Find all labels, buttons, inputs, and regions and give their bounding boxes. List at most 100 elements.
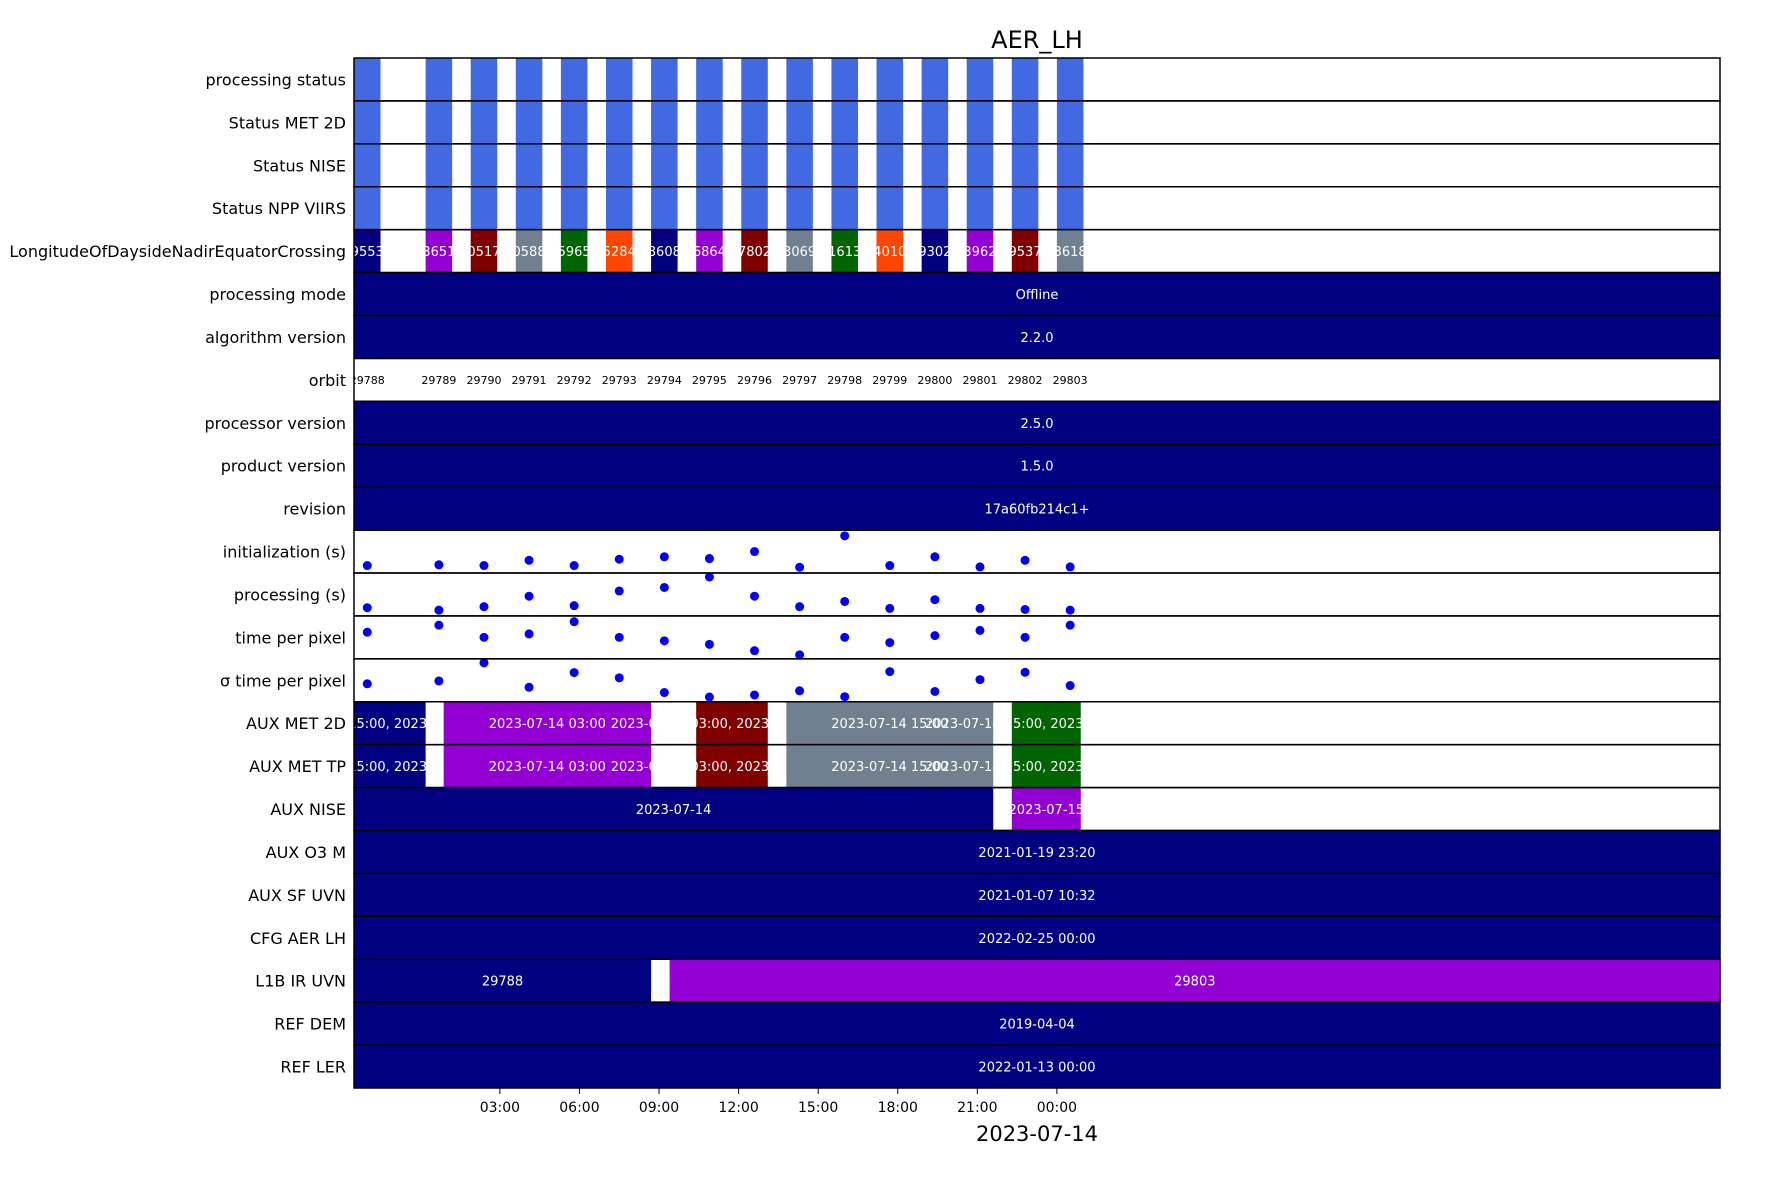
orbit-label: 29793: [602, 374, 637, 387]
status-bar: [560, 58, 588, 101]
longitude-label: 736511: [414, 245, 464, 260]
status-bar: [560, 100, 588, 144]
row-label: Status NISE: [253, 156, 346, 175]
status-bar: [921, 100, 949, 144]
x-tick-label: 09:00: [639, 1100, 679, 1116]
status-bar: [921, 143, 949, 187]
row-label: AUX NISE: [270, 800, 346, 819]
span-label: 2023-07-14: [636, 803, 712, 818]
row-label: product version: [221, 457, 346, 476]
orbit-label: 29798: [827, 374, 862, 387]
longitude-bar: [786, 229, 813, 273]
status-bar: [786, 143, 813, 187]
status-bar: [696, 58, 723, 101]
longitude-label: 695373: [1000, 245, 1050, 260]
data-point: [930, 552, 940, 562]
row-time-per-pixel: σ time per pixel: [220, 658, 1721, 703]
data-point: [362, 627, 372, 637]
span-bar: [354, 1002, 1720, 1046]
row-processor-version: processor version 2.5.0: [204, 400, 1721, 446]
span-bar: [354, 701, 426, 745]
status-bar: [831, 58, 858, 101]
row-label: CFG AER LH: [250, 929, 346, 948]
status-bar: [741, 186, 768, 230]
x-tick-label: 12:00: [718, 1100, 758, 1116]
span-bar: [696, 701, 768, 745]
longitude-label: 378029: [730, 245, 780, 260]
orbit-label: 29789: [421, 374, 456, 387]
status-bar: [1056, 100, 1084, 144]
span-label: 2023-07-14 15:00: [831, 760, 948, 775]
row-frame: [353, 658, 1721, 703]
status-bar: [425, 100, 453, 144]
status-bar: [831, 143, 858, 187]
span-bar: [443, 744, 652, 788]
longitude-bar: [515, 229, 543, 273]
status-bar: [470, 143, 498, 187]
status-bar: [515, 186, 543, 230]
orbit-label: 29788: [350, 374, 385, 387]
span-label: 2023-07-14 15:00, 2023-07-15 03:00: [925, 717, 1168, 732]
x-tick-label: 18:00: [878, 1100, 918, 1116]
data-point: [614, 586, 624, 596]
data-point: [479, 632, 489, 642]
longitude-bar: [696, 229, 723, 273]
longitude-label: 216134: [820, 245, 870, 260]
row-label: processing mode: [209, 285, 346, 304]
row-aux-o3-m: AUX O3 M 2021-01-19 23:20: [266, 829, 1721, 875]
data-point: [524, 555, 534, 565]
data-point: [885, 603, 895, 613]
span-bar: [669, 959, 1720, 1003]
status-bar: [354, 186, 381, 230]
status-bar: [470, 100, 498, 144]
row-orbit: orbit 29788 29789 29790 29791 29792 29793 29794…: [309, 357, 1721, 403]
row-frame: [353, 1044, 1721, 1089]
row-label: revision: [283, 500, 346, 519]
row-label: orbit: [309, 371, 346, 390]
span-label: 1.5.0: [1020, 460, 1053, 475]
span-bar: [1011, 701, 1081, 745]
span-label: 2022-02-25 00:00: [978, 932, 1095, 947]
row-label: Status NPP VIIRS: [212, 199, 346, 218]
span-bar: [354, 444, 1720, 488]
status-bar: [786, 100, 813, 144]
status-bar: [651, 143, 678, 187]
span-label: 2023-07-15: [1009, 803, 1085, 818]
data-point: [569, 617, 579, 627]
data-point: [362, 561, 372, 571]
orbit-label: 29803: [1053, 374, 1088, 387]
data-point: [614, 632, 624, 642]
status-bar: [605, 58, 633, 101]
data-point: [524, 682, 534, 692]
x-axis-label: 2023-07-14: [976, 1122, 1098, 1146]
longitude-label: 852844: [594, 245, 644, 260]
x-tick-label: 06:00: [559, 1100, 599, 1116]
data-point: [659, 552, 669, 562]
status-bar: [560, 186, 588, 230]
row-initialization-s: initialization (s): [223, 529, 1721, 574]
data-point: [1020, 632, 1030, 642]
span-label: 29788: [482, 975, 523, 990]
row-status-npp-viirs: Status NPP VIIRS: [212, 186, 1721, 231]
orbit-label: 29796: [737, 374, 772, 387]
row-label: algorithm version: [205, 328, 346, 347]
longitude-label: 639624: [955, 245, 1005, 260]
row-aux-nise: AUX NISE 2023-07-14 2023-07-15: [270, 786, 1721, 832]
x-axis: 03:00 06:00 09:00 12:00 15:00 18:00 21:00 00:00: [480, 1088, 1077, 1116]
status-bar: [831, 100, 858, 144]
longitude-bar: [1056, 229, 1084, 273]
data-point: [704, 572, 714, 582]
longitude-bar: [831, 229, 858, 273]
data-point: [795, 602, 805, 612]
status-bar: [470, 58, 498, 101]
row-revision: revision 17a60fb214c1+: [283, 486, 1721, 531]
longitude-label: 795532: [342, 245, 392, 260]
data-point: [434, 560, 444, 570]
data-point: [840, 596, 850, 606]
status-bar: [1011, 186, 1039, 230]
data-point: [1065, 605, 1075, 615]
data-point: [975, 562, 985, 572]
row-label: initialization (s): [223, 543, 346, 562]
data-point: [930, 686, 940, 696]
status-bar: [696, 100, 723, 144]
